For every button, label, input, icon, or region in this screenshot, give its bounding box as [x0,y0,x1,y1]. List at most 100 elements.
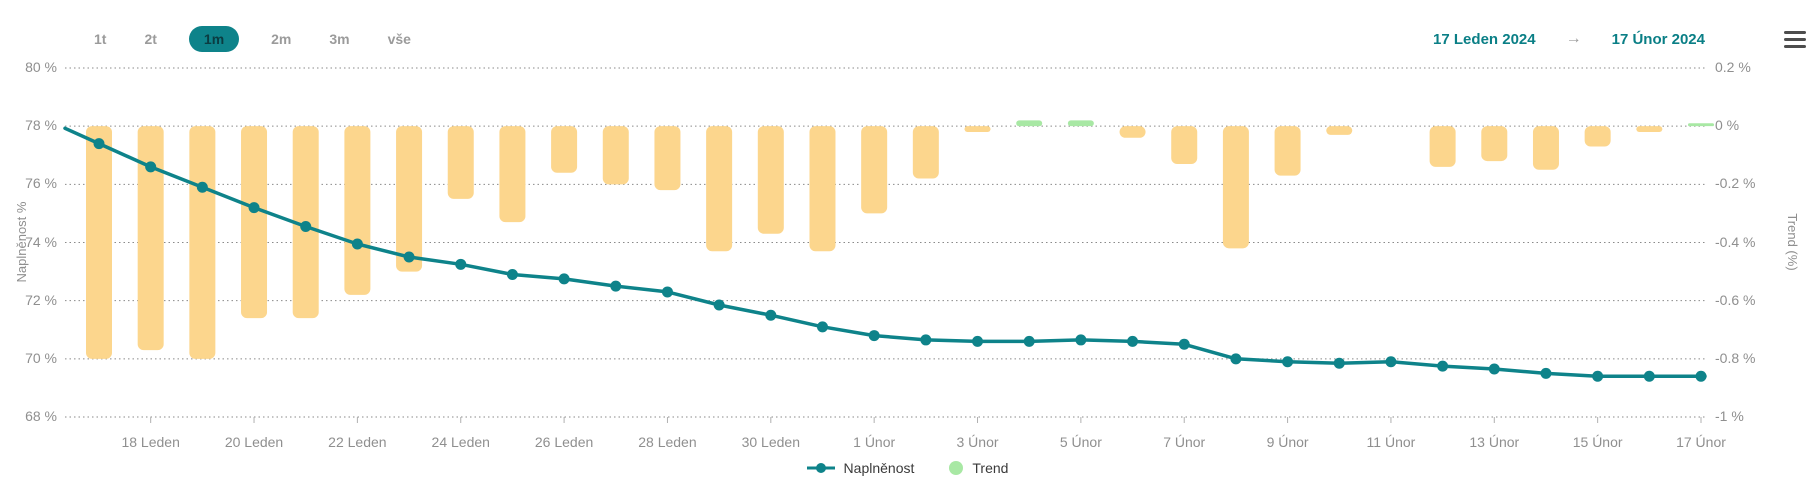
trend-bar[interactable] [1688,123,1714,127]
x-axis-tick-label: 5 Únor [1059,434,1102,450]
occupancy-point[interactable] [455,258,467,270]
occupancy-point[interactable] [1282,356,1294,368]
x-axis-tick-label: 17 Únor [1676,434,1726,450]
start-date[interactable]: 17 Leden 2024 [1433,30,1536,48]
trend-bar[interactable] [1481,126,1508,162]
trend-bar[interactable] [654,126,681,191]
occupancy-point[interactable] [920,334,932,346]
x-axis-tick-label: 24 Leden [431,434,490,450]
trend-bar[interactable] [964,126,991,132]
trend-bar[interactable] [344,126,371,295]
x-axis-tick-label: 15 Únor [1572,434,1623,450]
trend-bar[interactable] [912,126,939,179]
range-button-vse[interactable]: vše [387,31,411,47]
occupancy-point[interactable] [1075,334,1087,346]
trend-bar[interactable] [809,126,836,252]
trend-bar[interactable] [86,126,112,359]
trend-bar[interactable] [1119,126,1146,138]
x-axis-tick-label: 22 Leden [328,434,387,450]
trend-bar[interactable] [1429,126,1456,167]
occupancy-point[interactable] [93,138,105,150]
circle-marker-icon [949,461,964,475]
trend-bar[interactable] [1636,126,1663,132]
x-axis-tick-label: 28 Leden [638,434,697,450]
occupancy-point[interactable] [1540,367,1552,379]
occupancy-point[interactable] [661,286,673,298]
right-axis-title: Trend (%) [1785,213,1800,271]
x-axis-tick-label: 3 Únor [956,434,999,450]
trend-bar[interactable] [1016,120,1043,127]
trend-bar[interactable] [1222,126,1249,249]
occupancy-point[interactable] [351,238,363,250]
occupancy-point[interactable] [558,273,570,285]
trend-bar[interactable] [1326,126,1353,135]
x-axis-tick-label: 20 Leden [224,434,284,450]
trend-bar[interactable] [396,126,423,272]
x-axis-tick-label: 13 Únor [1469,434,1520,450]
trend-bar[interactable] [602,126,629,185]
occupancy-point[interactable] [1333,357,1345,369]
occupancy-point[interactable] [1127,335,1139,347]
trend-bar[interactable] [551,126,578,173]
trend-bar[interactable] [706,126,733,252]
x-axis-tick-label: 30 Leden [741,434,800,450]
x-axis-tick-label: 7 Únor [1163,434,1206,450]
occupancy-point[interactable] [1643,370,1655,382]
occupancy-point[interactable] [506,268,518,280]
occupancy-point[interactable] [248,202,260,214]
right-axis-tick-label: -0.4 % [1715,233,1756,250]
legend-item-trend[interactable]: Trend [948,460,1008,476]
trend-bar[interactable] [189,126,216,359]
occupancy-point[interactable] [1023,335,1035,347]
right-axis-tick-label: -0.8 % [1715,349,1756,366]
trend-bar[interactable] [1067,120,1094,127]
range-button-2t[interactable]: 2t [144,31,157,47]
occupancy-point[interactable] [145,161,157,173]
left-axis-tick-label: 68 % [25,408,57,424]
trend-bar[interactable] [757,126,784,234]
occupancy-point[interactable] [816,321,828,333]
legend-item-naplnenost[interactable]: Naplněnost [806,460,915,476]
right-axis-tick-label: -0.2 % [1715,175,1756,192]
range-button-2m[interactable]: 2m [271,31,292,47]
occupancy-point[interactable] [1230,353,1242,365]
range-button-3m[interactable]: 3m [329,31,350,47]
occupancy-point[interactable] [765,309,777,321]
trend-bar[interactable] [1274,126,1301,176]
occupancy-point[interactable] [610,280,622,292]
legend-label: Trend [972,460,1009,476]
occupancy-point[interactable] [300,221,312,233]
line-dot-marker-icon [806,463,835,473]
trend-bar[interactable] [861,126,888,214]
trend-bar[interactable] [137,126,164,351]
occupancy-point[interactable] [1488,363,1500,375]
occupancy-point[interactable] [403,251,415,263]
occupancy-point[interactable] [972,335,984,347]
trend-bar[interactable] [1584,126,1611,147]
occupancy-point[interactable] [713,299,725,311]
trend-bar[interactable] [1171,126,1198,164]
range-button-1t[interactable]: 1t [94,31,107,47]
occupancy-point[interactable] [868,330,880,342]
trend-bar[interactable] [241,126,268,319]
left-axis-tick-label: 76 % [25,175,57,192]
hamburger-icon[interactable] [1784,31,1806,51]
occupancy-point[interactable] [196,181,208,193]
trend-bar[interactable] [1532,126,1559,170]
occupancy-point[interactable] [1437,360,1449,372]
trend-bar[interactable] [499,126,526,223]
date-range: 17 Leden 2024 → 17 Únor 2024 [1433,30,1705,48]
range-button-1m-active[interactable]: 1m [188,26,240,52]
trend-bar[interactable] [447,126,474,199]
end-date[interactable]: 17 Únor 2024 [1611,30,1705,48]
occupancy-point[interactable] [1178,338,1190,350]
occupancy-point[interactable] [1592,370,1604,382]
occupancy-point[interactable] [1385,356,1397,368]
x-axis-tick-label: 9 Únor [1266,434,1309,450]
occupancy-point[interactable] [1695,370,1707,382]
x-axis-tick-label: 26 Leden [534,434,594,450]
legend-label: Naplněnost [843,460,915,476]
x-axis-tick-label: 1 Únor [853,434,896,450]
